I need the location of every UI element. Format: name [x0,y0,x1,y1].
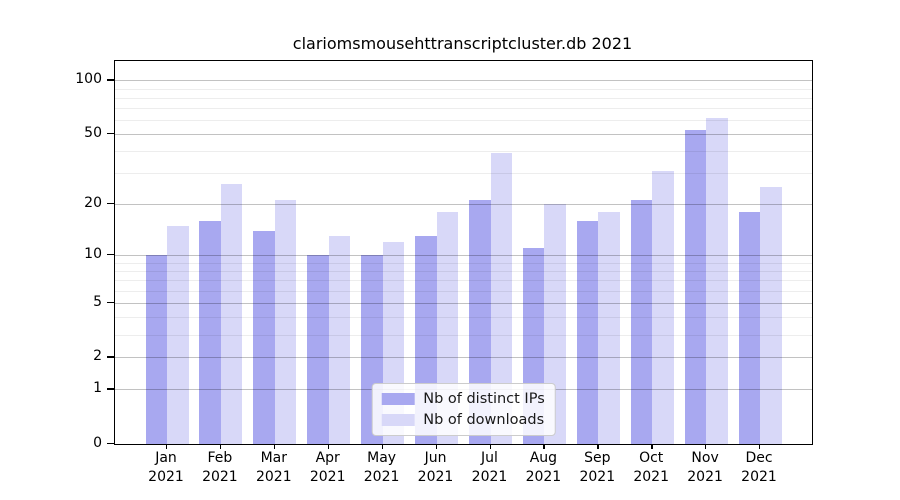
y-tick-label-100: 100 [75,71,102,88]
x-tick-label-aug: Aug 2021 [525,450,562,485]
y-tick-2 [107,356,114,358]
x-tick-label-feb: Feb 2021 [202,450,238,485]
legend-swatch-distinct-ips [381,393,415,405]
bar-distinct-ips-sep [576,220,599,444]
gridline-100 [115,80,812,82]
legend-label-downloads: Nb of downloads [423,412,545,428]
plot-area: Nb of distinct IPs Nb of downloads [114,60,813,445]
x-tick-label-jun: Jun 2021 [417,450,454,485]
x-tick-jul [489,443,491,449]
bar-distinct-ips-nov [684,129,707,444]
x-tick-nov [705,443,707,449]
bar-distinct-ips-dec [738,211,760,444]
bar-downloads-dec [760,187,782,444]
gridline-90 [115,88,812,90]
x-tick-label-may: May 2021 [363,450,400,485]
bar-downloads-apr [328,236,351,444]
bar-downloads-jul [490,153,512,444]
y-tick-0 [107,443,114,445]
y-tick-label-5: 5 [93,293,102,310]
x-tick-label-oct: Oct 2021 [633,450,669,485]
x-tick-label-dec: Dec 2021 [741,450,777,485]
legend-swatch-downloads [381,414,415,426]
x-tick-label-nov: Nov 2021 [687,450,723,485]
x-tick-mar [273,443,276,449]
bar-distinct-ips-apr [307,255,329,444]
x-tick-label-sep: Sep 2021 [579,450,616,485]
x-tick-jan [166,443,168,449]
x-tick-aug [543,443,545,449]
gridline-70 [115,108,812,110]
x-tick-feb [219,443,222,449]
y-tick-label-10: 10 [84,246,102,262]
x-tick-dec [759,443,761,449]
legend-item-distinct-ips: Nb of distinct IPs [381,391,545,407]
y-tick-50 [107,133,114,135]
bar-distinct-ips-oct [630,200,653,444]
bar-downloads-oct [652,170,674,444]
bar-downloads-nov [706,117,728,444]
legend-item-downloads: Nb of downloads [381,412,545,428]
bar-downloads-mar [274,200,297,444]
y-tick-label-20: 20 [84,195,102,212]
bar-downloads-jan [167,225,189,444]
x-tick-jun [435,443,437,449]
x-tick-sep [597,443,599,449]
y-tick-label-2: 2 [93,348,102,365]
legend-label-distinct-ips: Nb of distinct IPs [423,391,545,407]
gridline-80 [115,97,812,99]
x-tick-may [381,443,383,449]
bar-distinct-ips-mar [253,230,275,444]
y-tick-10 [107,254,114,256]
x-tick-label-apr: Apr 2021 [309,450,346,485]
x-tick-label-mar: Mar 2021 [255,450,292,485]
x-tick-label-jan: Jan 2021 [148,450,184,485]
x-tick-apr [327,443,330,449]
legend: Nb of distinct IPs Nb of downloads [371,383,556,436]
bar-distinct-ips-jan [145,255,167,444]
y-tick-20 [107,203,114,205]
bar-downloads-feb [220,184,243,444]
bar-downloads-sep [598,211,620,444]
y-tick-label-0: 0 [93,435,102,451]
bar-distinct-ips-feb [199,220,221,444]
y-tick-label-50: 50 [84,125,102,142]
x-tick-oct [651,443,653,449]
y-tick-label-1: 1 [93,380,102,397]
x-tick-label-jul: Jul 2021 [471,450,508,485]
y-tick-5 [107,301,114,304]
y-tick-100 [107,79,114,81]
y-tick-1 [107,388,114,390]
chart-title: clariomsmousehttranscriptcluster.db 2021 [292,34,633,53]
